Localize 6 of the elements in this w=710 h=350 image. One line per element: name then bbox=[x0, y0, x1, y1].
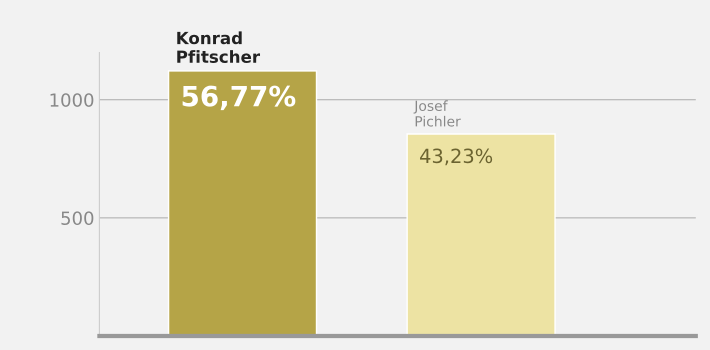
annotation: 43,23% bbox=[420, 148, 492, 166]
annotation: 56,77% bbox=[182, 86, 296, 110]
x-tick-label: Konrad Pfitscher bbox=[177, 31, 260, 63]
y-tick-label: 500 bbox=[61, 211, 94, 225]
x-tick-label: Josef Pichler bbox=[414, 100, 461, 127]
y-tick-label: 1000 bbox=[50, 93, 94, 107]
